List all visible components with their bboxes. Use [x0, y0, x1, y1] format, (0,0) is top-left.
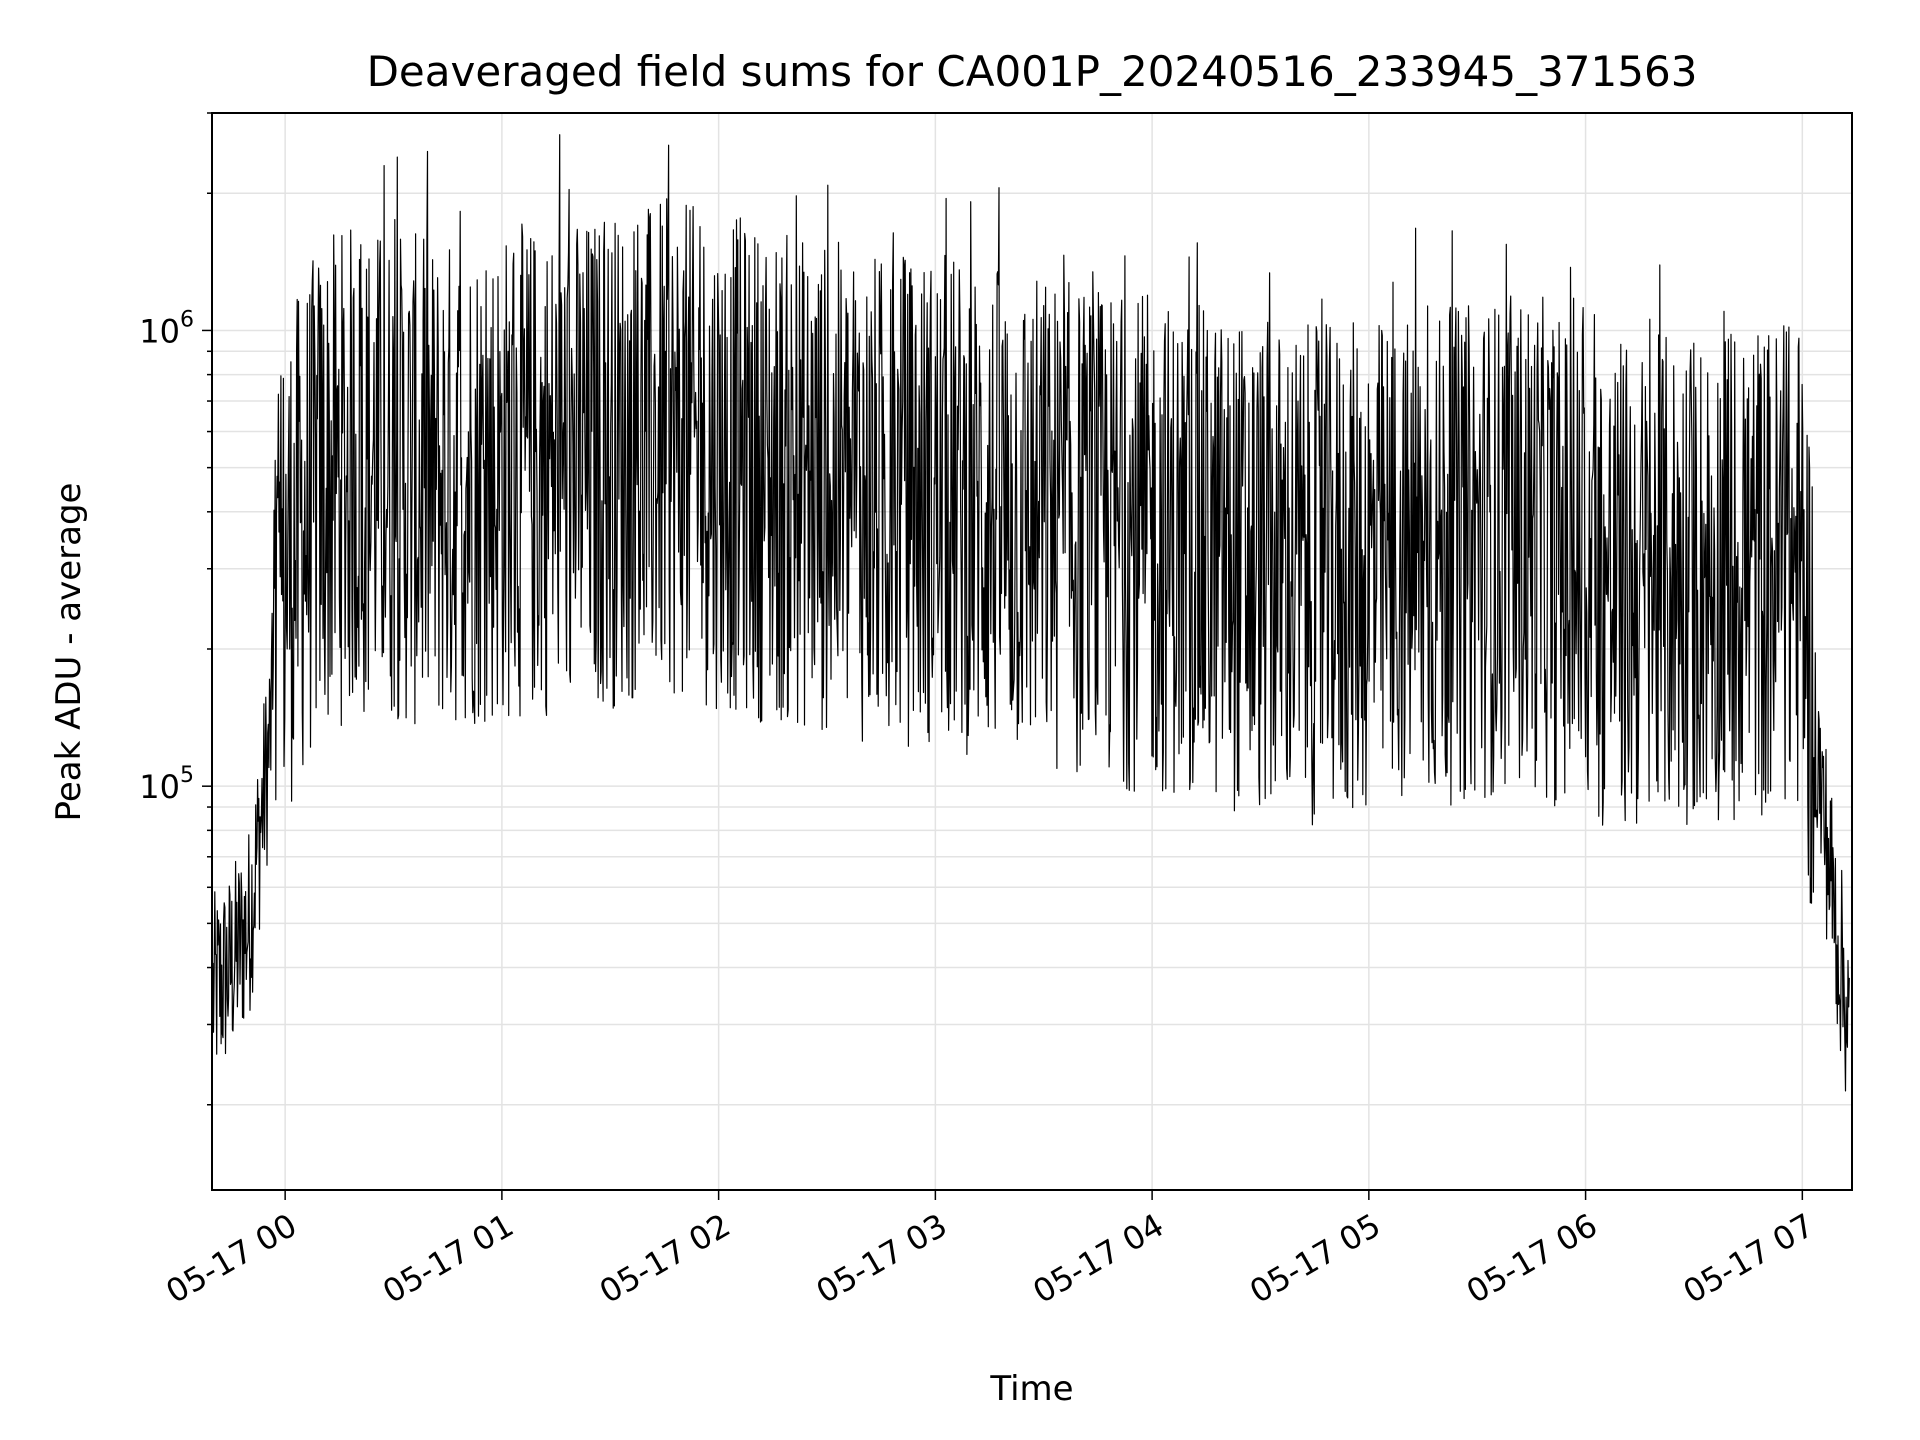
x-tick-label: 05-17 04 — [1027, 1206, 1171, 1311]
x-axis-label: Time — [989, 1369, 1073, 1409]
x-tick-label: 05-17 05 — [1243, 1206, 1387, 1311]
y-axis-label: Peak ADU - average — [49, 483, 89, 822]
plot-frame — [211, 112, 1853, 1191]
chart-title: Deaveraged field sums for CA001P_2024051… — [367, 47, 1698, 96]
x-axis: 05-17 00 05-17 01 05-17 02 05-17 03 05-17 04… — [160, 1190, 1821, 1311]
x-tick-label: 05-17 03 — [810, 1206, 954, 1311]
x-tick-label: 05-17 06 — [1460, 1206, 1604, 1311]
y-tick-label: 105 — [139, 763, 194, 806]
x-tick-label: 05-17 01 — [376, 1206, 520, 1311]
y-tick-label: 106 — [139, 307, 194, 350]
series-line — [212, 134, 1850, 1092]
grid-lines — [212, 112, 1852, 1190]
x-tick-label: 05-17 00 — [160, 1206, 304, 1311]
x-tick-label: 05-17 07 — [1677, 1206, 1821, 1311]
y-axis: 105 106 — [139, 112, 212, 1106]
x-tick-label: 05-17 02 — [593, 1206, 737, 1311]
